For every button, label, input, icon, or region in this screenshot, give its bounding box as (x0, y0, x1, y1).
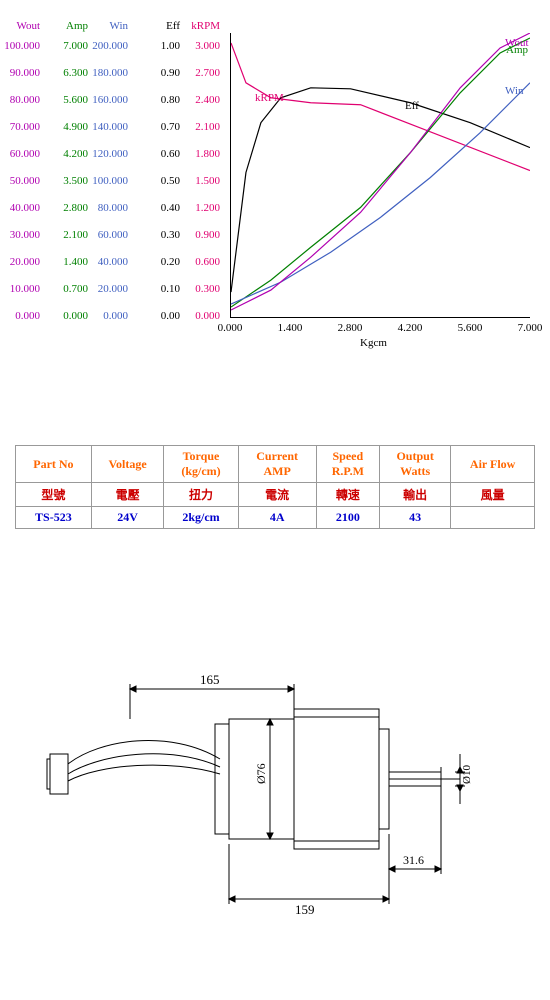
table-row: TS-52324V2kg/cm4A210043 (16, 507, 535, 529)
curve-win (231, 83, 530, 304)
motor-performance-chart: Wout100.00090.00080.00070.00060.00050.00… (0, 0, 550, 380)
motor-dimension-drawing: 165 159 31.6 Ø76 Ø10 (0, 659, 550, 959)
spec-table: Part NoVoltageTorque(kg/cm)CurrentAMPSpe… (15, 445, 535, 529)
curve-amp (231, 38, 530, 307)
dim-76: Ø76 (254, 763, 268, 784)
dim-165: 165 (200, 672, 220, 687)
axis-amp: Amp7.0006.3005.6004.9004.2003.5002.8002.… (48, 20, 88, 330)
axis-eff: Eff1.000.900.800.700.600.500.400.300.200… (140, 20, 180, 330)
dim-159: 159 (295, 902, 315, 917)
x-axis-label: Kgcm (360, 337, 387, 349)
dim-316: 31.6 (403, 853, 424, 867)
series-label-win: Win (505, 85, 524, 97)
curve-eff (231, 88, 530, 292)
drawing-svg: 165 159 31.6 Ø76 Ø10 (40, 659, 510, 939)
curve-wout (231, 33, 530, 310)
axis-krpm: kRPM3.0002.7002.4002.1001.8001.5001.2000… (180, 20, 220, 330)
series-label-amp: Amp (506, 44, 528, 56)
table-header-cn: 型號電壓扭力電流轉速輸出風量 (16, 483, 535, 507)
series-label-krpm: kRPM (255, 92, 284, 104)
chart-plot (230, 33, 530, 318)
table-header-en: Part NoVoltageTorque(kg/cm)CurrentAMPSpe… (16, 446, 535, 483)
axis-wout: Wout100.00090.00080.00070.00060.00050.00… (0, 20, 40, 330)
dim-10: Ø10 (461, 765, 473, 784)
series-label-eff: Eff (405, 100, 419, 112)
axis-win: Win200.000180.000160.000140.000120.00010… (88, 20, 128, 330)
